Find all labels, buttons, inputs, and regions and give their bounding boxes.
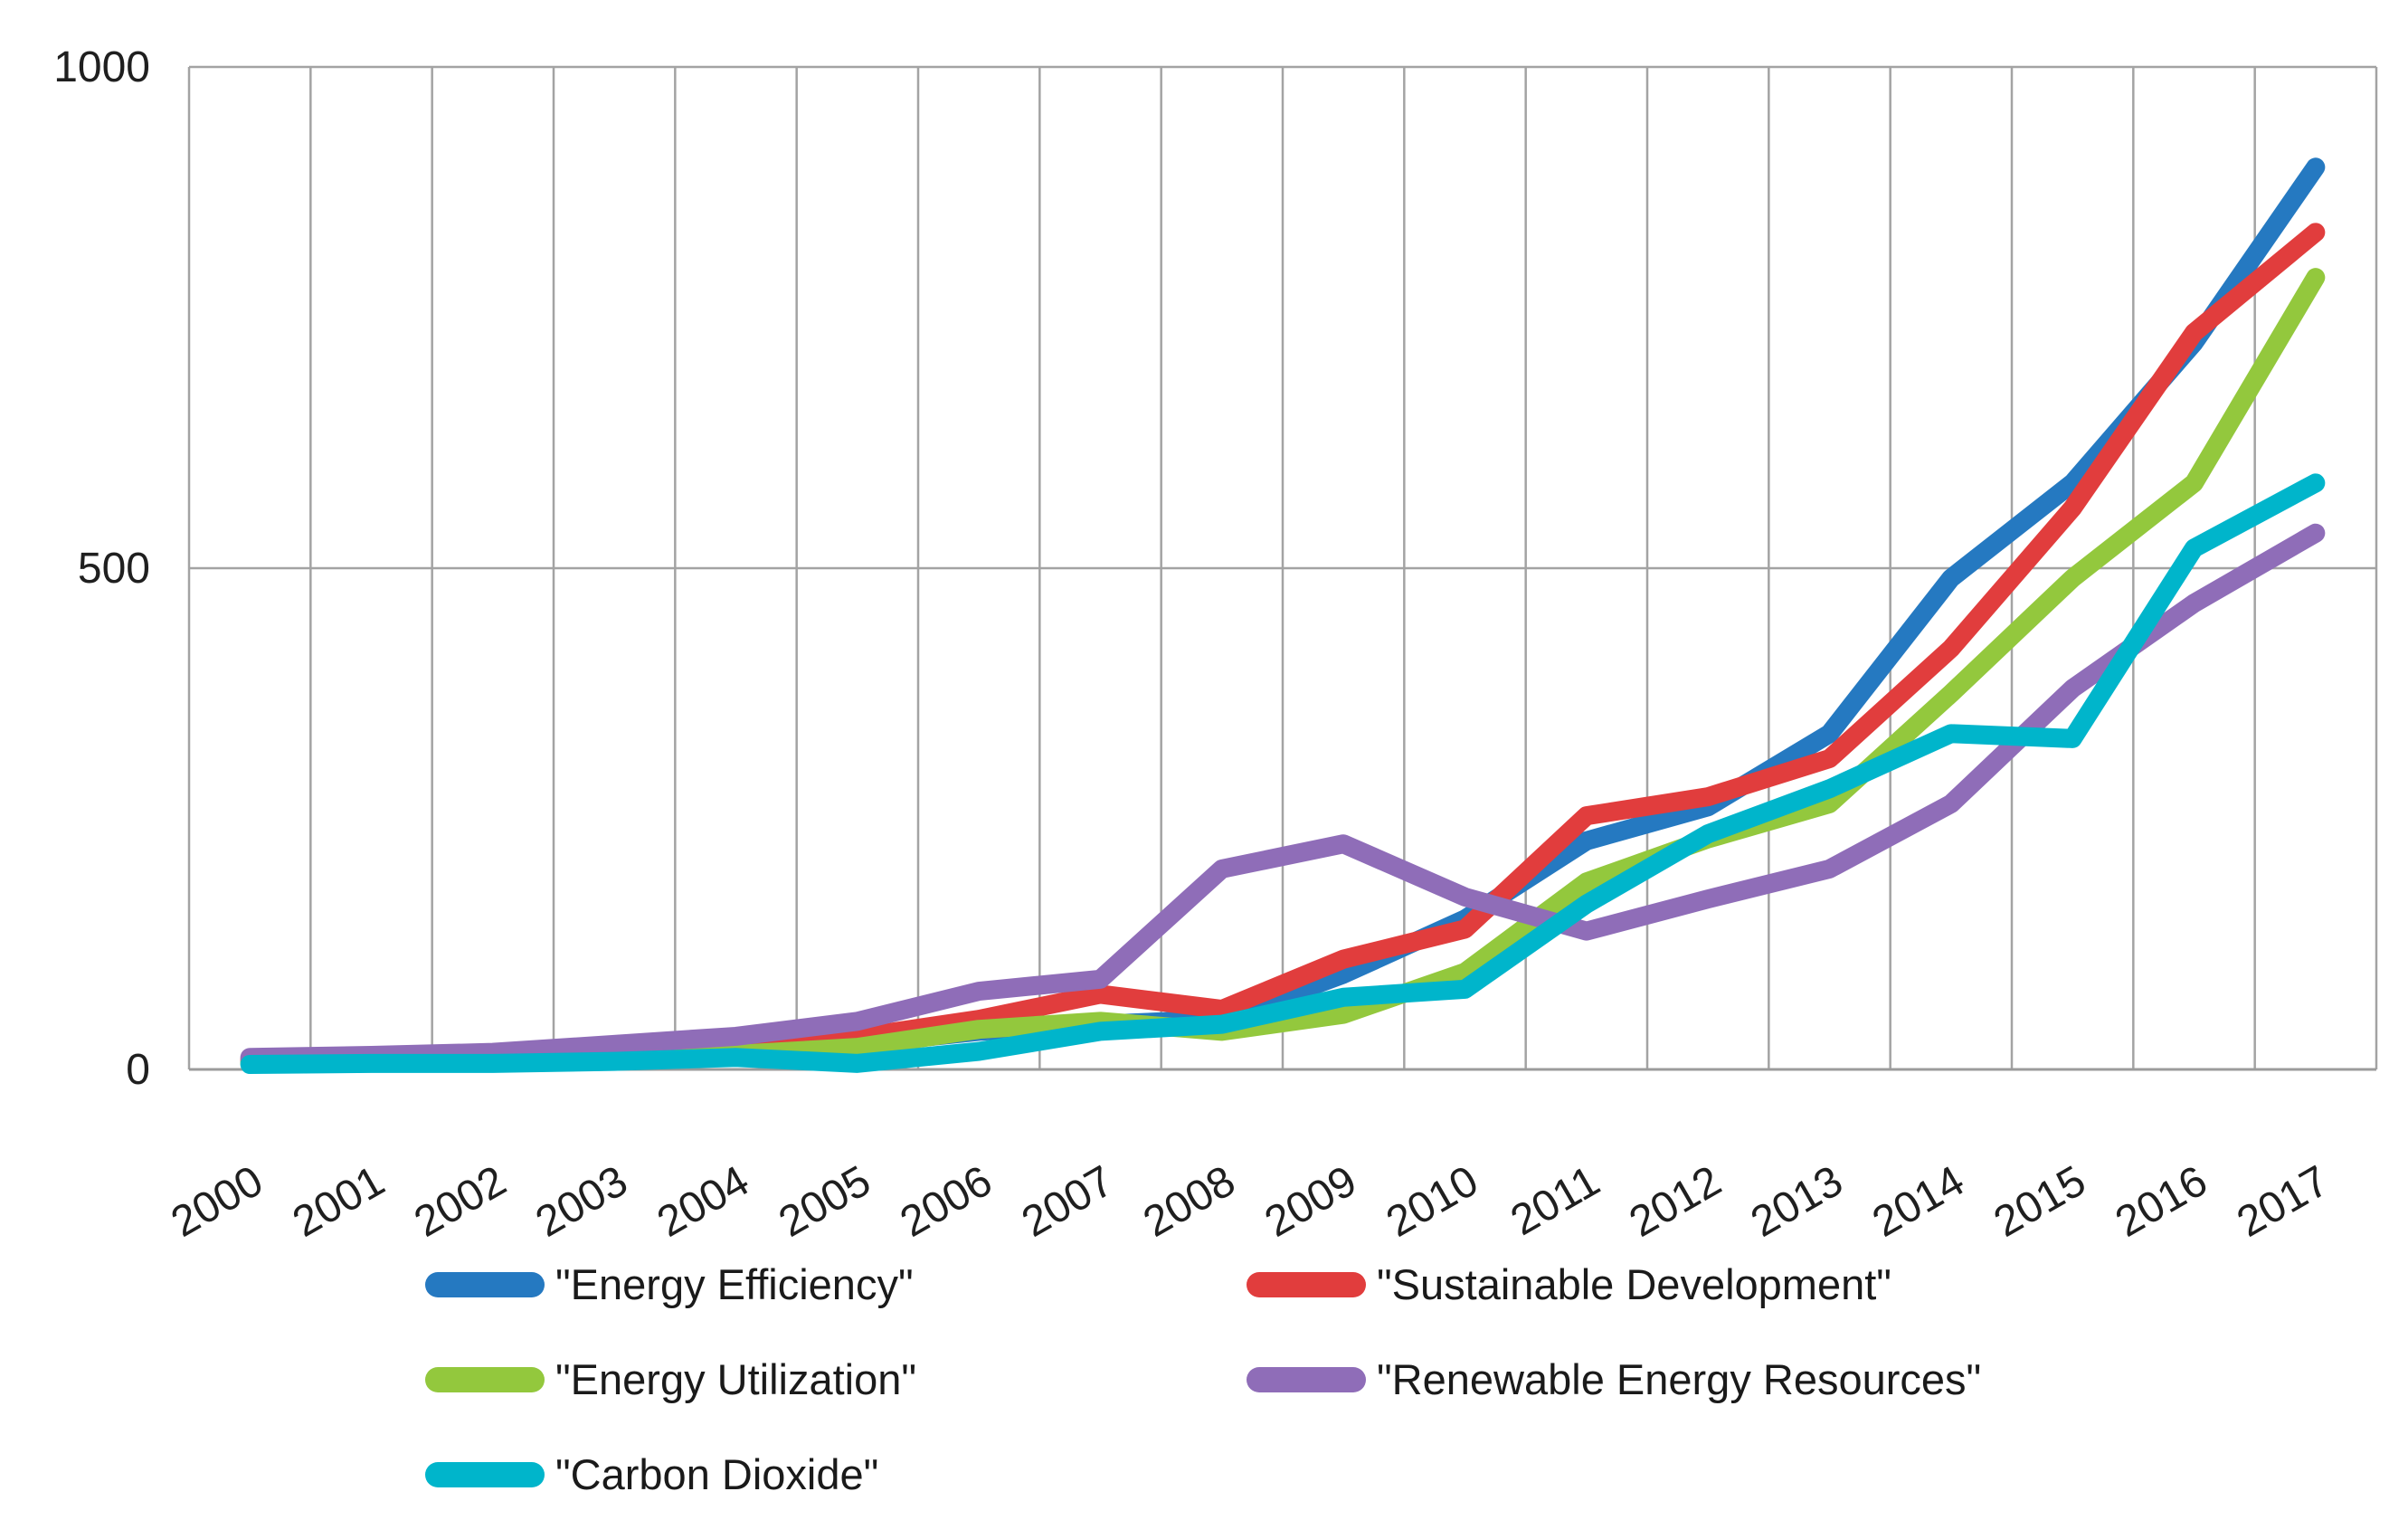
x-tick-label: 2003 [528,1157,636,1247]
x-tick-label: 2008 [1135,1157,1243,1247]
x-tick-label: 2014 [1864,1157,1972,1247]
x-tick-label: 2005 [771,1157,878,1247]
x-tick-label: 2015 [1986,1157,2094,1247]
x-tick-label: 2006 [893,1157,1000,1247]
y-tick-label: 1000 [53,43,150,91]
x-tick-label: 2011 [1503,1157,1607,1246]
x-tick-label: 2007 [1014,1157,1122,1247]
series-line--renewable-energy-resources- [240,523,2326,1068]
x-tick-label: 2000 [164,1157,271,1247]
series-line--carbon-dioxide- [240,473,2326,1074]
x-tick-label: 2013 [1743,1157,1851,1247]
x-tick-label: 2010 [1379,1157,1486,1247]
y-tick-label: 500 [78,545,150,593]
x-tick-label: 2017 [2229,1157,2337,1247]
x-tick-label: 2004 [649,1157,757,1247]
x-tick-label: 2001 [285,1157,393,1247]
x-tick-label: 2002 [406,1157,514,1247]
x-tick-label: 2012 [1622,1157,1730,1247]
y-tick-label: 0 [126,1046,150,1094]
x-tick-label: 2009 [1257,1157,1365,1247]
x-tick-label: 2016 [2108,1157,2215,1247]
